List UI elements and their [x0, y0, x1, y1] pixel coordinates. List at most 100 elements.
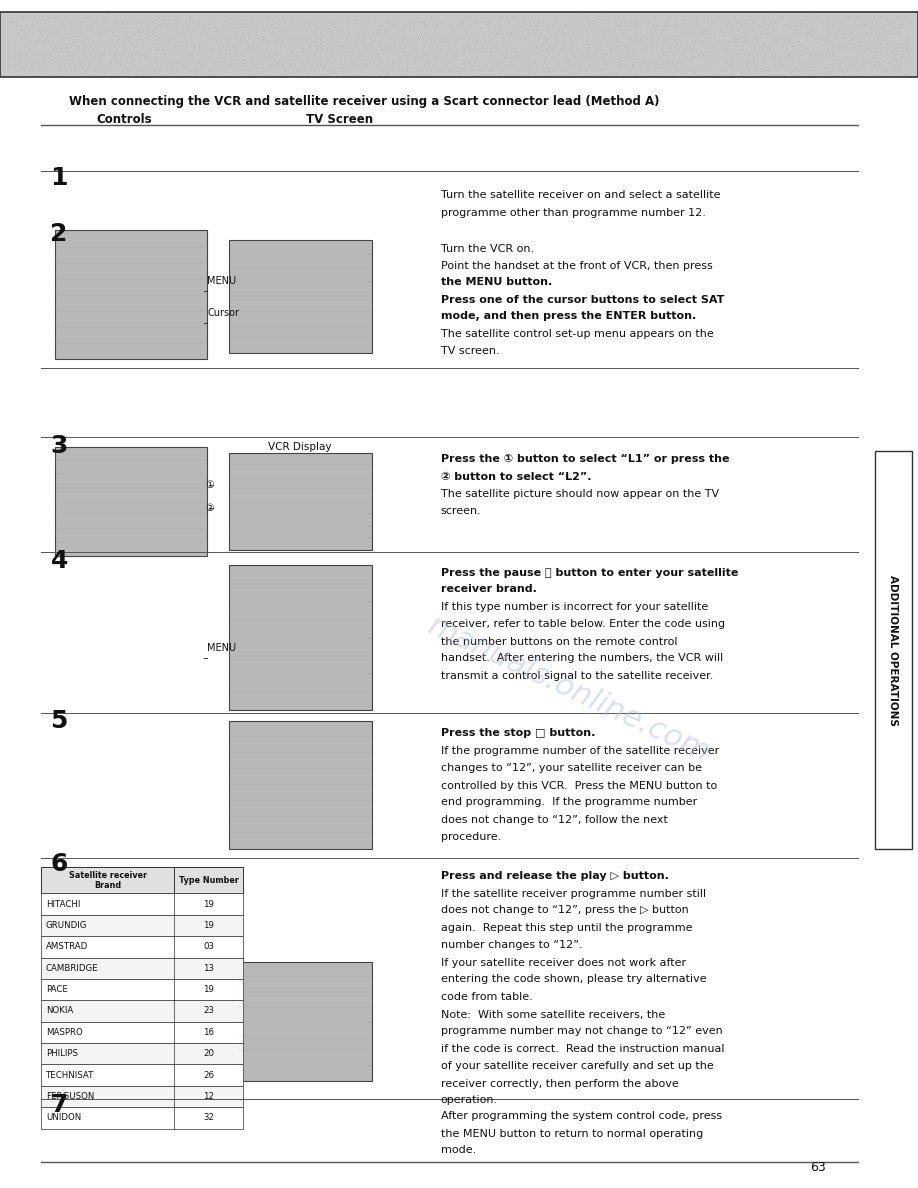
Point [806, 64, 821, 83]
Point [70, 21, 84, 40]
Point [346, 43, 361, 62]
Point [107, 30, 122, 49]
Point [93, 15, 107, 34]
Point [841, 33, 856, 52]
Point [510, 46, 525, 65]
Point [181, 20, 196, 39]
Point [168, 45, 183, 64]
Point [494, 23, 509, 42]
Point [250, 27, 264, 46]
Point [233, 21, 248, 40]
Point [182, 62, 196, 81]
Point [494, 63, 509, 82]
Point [162, 12, 176, 31]
Point [62, 51, 77, 70]
Point [799, 30, 813, 49]
Point [688, 63, 702, 82]
Point [854, 44, 868, 63]
Point [182, 55, 196, 74]
Point [655, 25, 669, 44]
Point [319, 53, 333, 72]
Point [608, 59, 622, 78]
Point [507, 31, 521, 50]
Point [639, 19, 654, 38]
Point [337, 56, 352, 75]
Point [752, 40, 767, 59]
Point [881, 11, 896, 30]
Point [661, 14, 676, 33]
Point [169, 51, 184, 70]
Point [10, 31, 25, 50]
Point [246, 33, 261, 52]
Point [708, 12, 722, 31]
Point [859, 38, 874, 57]
Point [185, 38, 200, 57]
Point [181, 53, 196, 72]
Point [560, 8, 575, 27]
Point [424, 29, 439, 48]
Point [18, 57, 33, 76]
Point [800, 23, 815, 42]
Point [106, 57, 121, 76]
Point [469, 33, 484, 52]
Point [788, 6, 802, 25]
Point [202, 20, 217, 39]
Point [774, 37, 789, 56]
Point [499, 44, 514, 63]
Point [516, 58, 531, 77]
Point [753, 15, 767, 34]
Point [492, 27, 507, 46]
Point [127, 38, 141, 57]
Point [247, 15, 262, 34]
Point [370, 51, 385, 70]
Point [171, 51, 185, 70]
Point [417, 13, 431, 32]
Point [350, 55, 364, 74]
Point [454, 13, 469, 32]
Point [817, 36, 832, 55]
Point [295, 45, 309, 64]
Point [331, 58, 346, 77]
Point [377, 43, 392, 62]
Point [261, 10, 275, 29]
Point [279, 64, 294, 83]
Point [715, 20, 730, 39]
Point [666, 51, 680, 70]
Point [527, 12, 542, 31]
Point [609, 15, 623, 34]
Point [406, 51, 420, 70]
Point [707, 37, 722, 56]
Point [131, 30, 146, 49]
Point [596, 32, 610, 51]
Point [808, 64, 823, 83]
Point [170, 10, 185, 29]
Point [813, 30, 828, 49]
Point [526, 20, 541, 39]
Point [537, 64, 552, 83]
Point [633, 61, 648, 80]
Point [206, 15, 220, 34]
Point [337, 50, 352, 69]
Point [125, 56, 140, 75]
Point [626, 62, 641, 81]
Point [454, 37, 469, 56]
Point [196, 14, 211, 33]
Point [755, 58, 769, 77]
Point [746, 29, 761, 48]
Point [602, 57, 617, 76]
Point [363, 33, 377, 52]
Point [15, 8, 29, 27]
Point [279, 52, 294, 71]
Point [764, 48, 778, 67]
Point [610, 39, 625, 58]
Point [28, 10, 43, 29]
Point [661, 33, 676, 52]
Point [420, 45, 434, 64]
Point [54, 38, 69, 57]
Point [199, 63, 214, 82]
Point [398, 59, 413, 78]
Point [211, 37, 226, 56]
Point [85, 50, 100, 69]
Text: if the code is correct.  Read the instruction manual: if the code is correct. Read the instruc… [441, 1044, 724, 1054]
Point [133, 12, 148, 31]
